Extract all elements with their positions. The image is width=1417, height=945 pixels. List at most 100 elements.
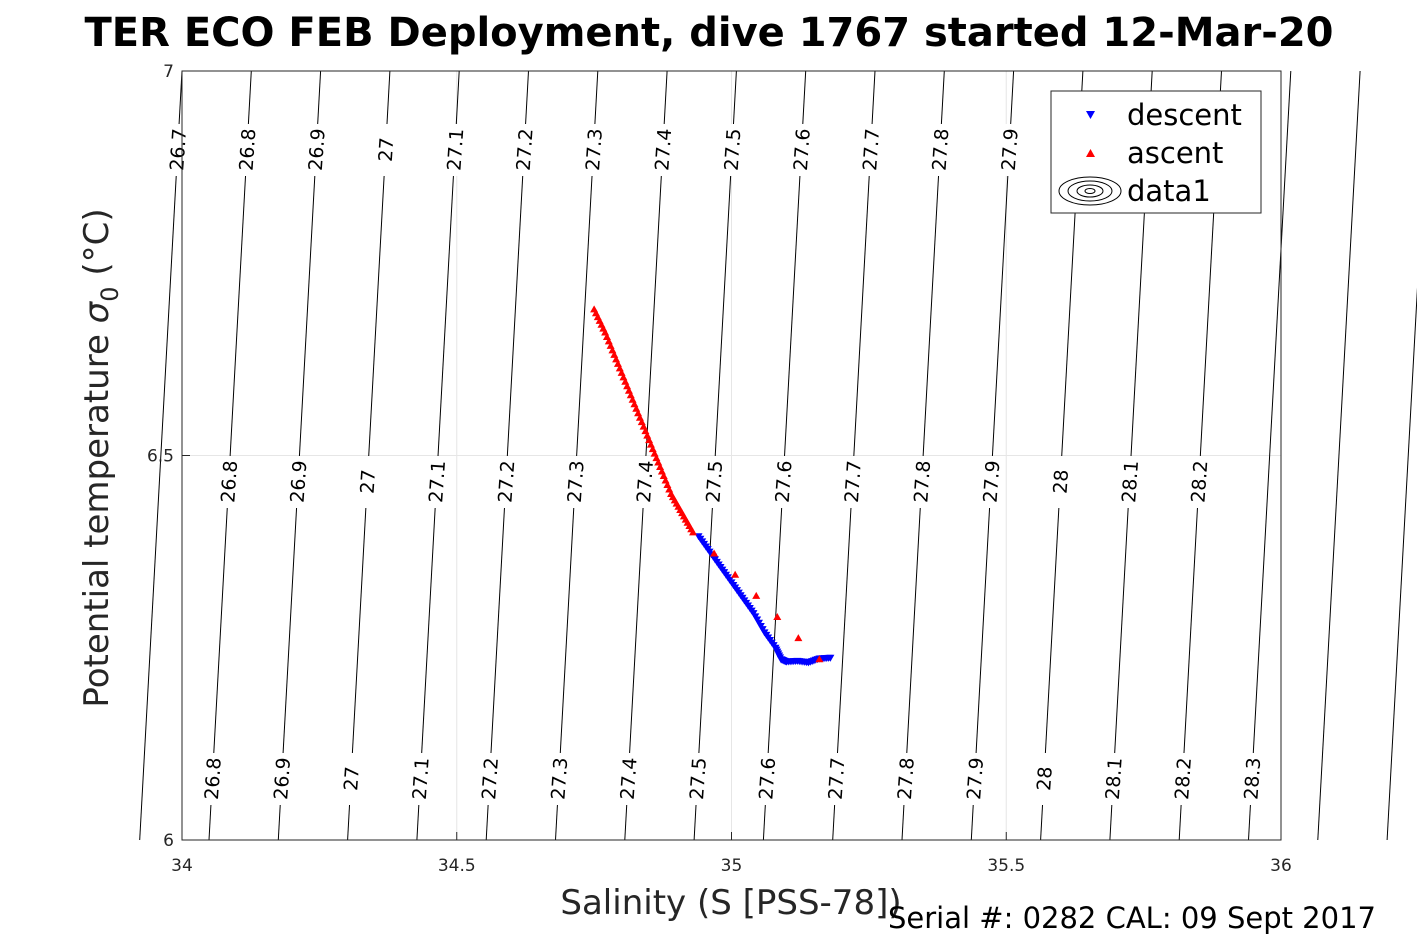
contour-label-bg [442,124,467,176]
contour-label-bg [1117,456,1142,508]
contour-label: 27.7 [859,128,884,172]
contour-label-bg [1048,456,1073,508]
contour-label-bg [581,124,606,176]
data-point-descent [826,654,835,662]
isopycnal-line [555,70,599,841]
contour-label: 27.3 [547,757,572,801]
x-axis-ticks: 34 34.5 35 35.5 36 [171,832,1292,876]
y-tick-label: 6.5 [147,447,174,467]
isopycnal-line [1248,70,1292,841]
isopycnal-line [1317,70,1361,841]
contour-label: 27.6 [790,128,815,172]
contour-label-bg [165,124,190,176]
contour-label-bg [789,124,814,176]
contour-label: 28.1 [1118,460,1143,504]
contour-label: 27.9 [963,757,988,801]
contour-label-bg [1239,753,1264,805]
contour-label-bg [632,456,657,508]
contour-label: 27.9 [998,128,1023,172]
contour-label: 28.2 [1187,460,1212,504]
contour-label-bg [512,124,537,176]
contour-label-bg [650,124,675,176]
x-tick-label: 35.5 [987,856,1025,876]
contour-label: 27.8 [929,128,954,172]
contour-label: 28 [1049,469,1073,495]
contour-label: 27.3 [564,460,589,504]
contour-label-bg [962,753,987,805]
legend-label-data1: data1 [1127,174,1211,208]
contour-label-bg [493,456,518,508]
isopycnal-line [485,70,529,841]
isopycnal-line [277,70,322,841]
y-axis-label-sigma: σ [77,300,117,323]
x-tick-label: 36 [1270,856,1292,876]
x-axis-label: Salinity (S [PSS-78]) [560,883,901,923]
contour-label-bg [893,753,918,805]
contour-label: 27.1 [425,460,450,504]
contour-label: 27 [340,766,364,792]
contour-label-bg [720,124,745,176]
contour-label-bg [824,753,849,805]
contour-label: 27 [375,137,399,163]
contour-label-bg [858,124,883,176]
contour-label: 27.5 [686,757,711,801]
contour-label: 27.4 [633,460,658,504]
contour-label-bg [978,456,1003,508]
contour-label-bg [840,456,865,508]
x-tick-label: 34.5 [438,856,476,876]
contour-label: 27.3 [582,128,607,172]
contour-label: 27.2 [478,757,503,801]
contour-label: 28 [1033,766,1057,792]
contour-label: 27.4 [617,757,642,801]
isopycnal-line [970,70,1015,841]
contour-label-bg [200,753,225,805]
contour-label-bg [424,456,449,508]
contour-label-bg [285,456,310,508]
contour-label-bg [701,456,726,508]
contour-label: 26.7 [166,128,191,172]
contour-label-bg [408,753,433,805]
contour-label: 27.7 [841,460,866,504]
x-tick-label: 34 [171,856,193,876]
legend-marker-descent [1086,111,1095,119]
contour-label-bg [338,753,363,805]
y-axis-ticks: 66.57 [147,62,190,851]
contour-label: 27.8 [910,460,935,504]
contour-label-bg [477,753,502,805]
contour-label: 27.7 [825,757,850,801]
contour-label: 27.6 [755,757,780,801]
data-point-ascent [752,591,761,599]
legend-label-descent: descent [1127,98,1242,132]
isopycnal-line [624,70,668,841]
isopycnal-line [208,70,252,841]
contour-label-bg [563,456,588,508]
data-point-ascent [731,570,740,578]
contour-label-bg [616,753,641,805]
y-axis-label-unit: (°C) [77,208,117,286]
y-tick-label: 7 [163,62,174,82]
legend-marker-data1 [1058,176,1122,206]
contour-label-bg [771,456,796,508]
contour-label: 27.9 [980,460,1005,504]
contour-label: 26.9 [270,757,295,801]
isopycnal-line [347,70,391,841]
isopycnal-line [1386,287,1417,841]
contour-label: 27 [356,469,380,495]
contour-label-bg [754,753,779,805]
contour-label-bg [1101,753,1126,805]
data-points [590,305,835,667]
y-axis-label-main: Potential temperature [77,323,117,707]
y-tick-label: 6 [163,831,174,851]
chart-title: TER ECO FEB Deployment, dive 1767 starte… [84,10,1333,56]
contour-label: 28.2 [1171,757,1196,801]
x-tick-label: 35 [721,856,743,876]
data-point-ascent [794,634,803,642]
isopycnal-line [762,70,807,841]
density-contour-labels: 26.8 26.9 27 27.1 27.2 27.3 27.4 27.5 27.6 27.7 27… [165,124,1265,805]
contour-label: 28.3 [1240,757,1265,801]
contour-label-bg [546,753,571,805]
contour-label-bg [373,124,398,176]
contour-label-bg [234,124,259,176]
data-point-ascent [815,655,824,663]
